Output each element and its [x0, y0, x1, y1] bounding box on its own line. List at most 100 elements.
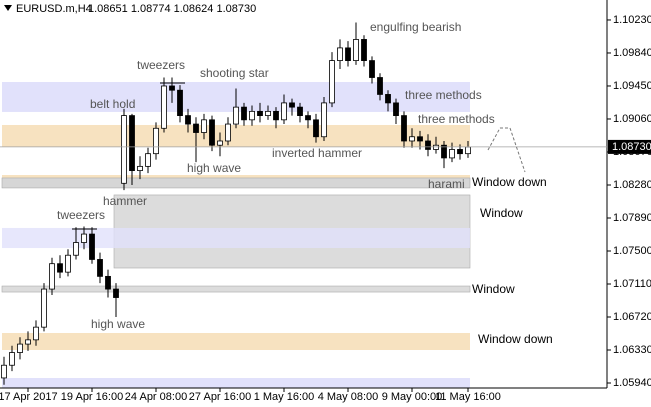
- pattern-label: tweezers: [57, 208, 105, 222]
- candle-body: [441, 144, 447, 159]
- x-tick-label: 17 Apr 2017: [0, 391, 58, 403]
- candle-body: [201, 119, 207, 133]
- pattern-arrow: [500, 127, 526, 173]
- pattern-label: high wave: [91, 317, 145, 331]
- candle-body: [209, 119, 215, 146]
- pattern-label: belt hold: [90, 97, 135, 111]
- candle-body: [281, 102, 287, 121]
- candle-body: [385, 94, 391, 104]
- y-tick-label: 1.09450: [613, 80, 651, 92]
- candle-body: [25, 339, 31, 345]
- candle-body: [257, 110, 263, 116]
- candle-body: [105, 275, 111, 290]
- x-tick-label: 11 May 16:00: [435, 391, 501, 403]
- candle-body: [153, 127, 159, 155]
- candle-body: [305, 115, 311, 121]
- x-tick-label: 4 May 08:00: [318, 391, 379, 403]
- x-tick-label: 1 May 16:00: [254, 391, 315, 403]
- zone: [1, 285, 471, 293]
- candle-body: [409, 136, 415, 142]
- pattern-label: shooting star: [200, 66, 269, 80]
- candle-body: [65, 254, 71, 273]
- candle-body: [137, 165, 143, 172]
- zone: [1, 177, 471, 189]
- candle-body: [465, 146, 471, 155]
- candle-body: [361, 39, 367, 61]
- candle-body: [249, 110, 255, 121]
- candle-body: [57, 263, 63, 273]
- zone: [2, 175, 470, 178]
- zone-label: Window: [480, 206, 523, 220]
- candle-body: [393, 102, 399, 116]
- pattern-label: three methods: [418, 112, 495, 126]
- candle-body: [81, 233, 87, 243]
- zone-label: Window down: [472, 175, 547, 189]
- zone: [2, 378, 470, 388]
- candle-body: [417, 136, 423, 142]
- pattern-label: hammer: [103, 194, 147, 208]
- y-tick-label: 1.09060: [613, 113, 651, 125]
- candle-body: [233, 106, 239, 125]
- candle-body: [193, 123, 199, 133]
- price-tag-label: 1.08730: [612, 141, 651, 153]
- candle-body: [449, 149, 455, 159]
- candle-body: [345, 47, 351, 61]
- pattern-label: high wave: [187, 161, 241, 175]
- price-tag: [608, 139, 651, 154]
- candle-body: [241, 106, 247, 121]
- candle-body: [129, 115, 135, 172]
- candle-body: [297, 106, 303, 116]
- menu-icon[interactable]: [4, 5, 12, 11]
- pattern-label: harami: [428, 177, 465, 191]
- candle-body: [73, 242, 79, 256]
- candle-body: [89, 233, 95, 260]
- y-tick-label: 1.05940: [613, 377, 651, 389]
- candle-body: [185, 115, 191, 125]
- x-tick-label: 24 Apr 08:00: [125, 391, 187, 403]
- candle-body: [169, 85, 175, 91]
- marks: [1, 22, 471, 385]
- candle-body: [265, 110, 271, 116]
- y-tick-label: 1.07500: [613, 245, 651, 257]
- y-tick-label: 1.06720: [613, 311, 651, 323]
- candle-body: [177, 89, 183, 116]
- pattern-label: tweezers: [137, 58, 185, 72]
- candle-body: [17, 343, 23, 353]
- x-tick-label: 27 Apr 16:00: [189, 391, 251, 403]
- zone-label: Window: [472, 282, 515, 296]
- candle-body: [113, 288, 119, 298]
- candle-body: [321, 102, 327, 138]
- candle-body: [161, 85, 167, 129]
- candle-body: [97, 259, 103, 277]
- candle-body: [41, 288, 47, 328]
- candle-body: [377, 77, 383, 95]
- pattern-label: three methods: [405, 88, 482, 102]
- candle-body: [425, 140, 431, 150]
- zone: [2, 124, 470, 147]
- y-tick-label: 1.06330: [613, 344, 651, 356]
- y-tick-label: 1.10230: [613, 14, 651, 26]
- y-tick-label: 1.08280: [613, 179, 651, 191]
- candle-body: [49, 263, 55, 290]
- candle-body: [225, 123, 231, 142]
- pattern-label: inverted hammer: [272, 146, 362, 160]
- candle-body: [433, 144, 439, 150]
- candle-body: [145, 153, 151, 167]
- quote: 1.08651 1.08774 1.08624 1.08730: [88, 3, 256, 15]
- candle-body: [353, 39, 359, 61]
- y-tick-label: 1.07890: [613, 212, 651, 224]
- x-tick-label: 19 Apr 16:00: [61, 391, 123, 403]
- candle-body: [273, 110, 279, 121]
- pattern-label: engulfing bearish: [370, 20, 461, 34]
- candle-body: [33, 326, 39, 341]
- zone: [2, 332, 470, 351]
- zone: [2, 227, 470, 249]
- candle-body: [401, 115, 407, 142]
- candle-body: [337, 47, 343, 61]
- y-tick-label: 1.09840: [613, 47, 651, 59]
- candle-body: [313, 119, 319, 138]
- candle-body: [289, 102, 295, 108]
- pattern-arrow: [487, 127, 501, 151]
- y-tick-label: 1.07110: [613, 278, 651, 290]
